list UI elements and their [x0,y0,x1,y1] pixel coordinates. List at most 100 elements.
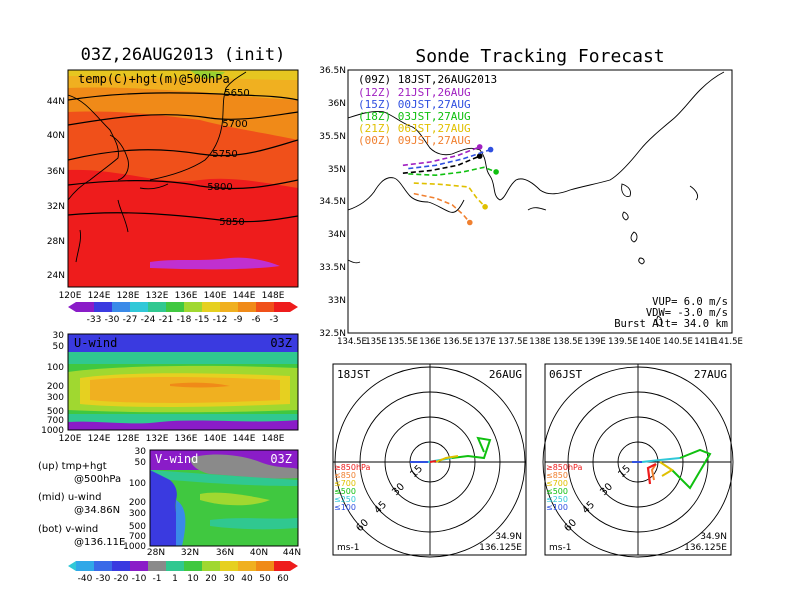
wind-colorbar-tick: 20 [205,574,217,584]
colorbar-tick: -33 [87,315,102,325]
legend-mid-2: @34.86N [74,505,120,516]
uwind-p-tick: 300 [47,393,64,403]
sonde-landing-point [476,144,483,150]
map-lon-tick: 128E [117,291,140,301]
tracking-lon-tick: 136.5E [443,337,473,347]
map-lon-tick: 148E [262,291,285,301]
legend-entry-21z: (21Z) 06JST,27AUG [358,122,471,135]
tracking-lon-tick: 137.5E [498,337,528,347]
temperature-map: 5650 5700 5750 5800 5850 [68,70,298,287]
tracking-lon-tick: 137E [474,337,496,347]
map-lon-tick: 120E [59,291,82,301]
legend-entry-18z: (18Z) 03JST,27AUG [358,110,471,123]
wind-colorbar-tick: -40 [78,574,93,584]
hodograph-1-lat: 34.9N [495,532,522,542]
burst-param: Burst Alt= 34.0 km [614,318,728,330]
hodograph-2-lat: 34.9N [700,532,727,542]
sonde-track-line [408,166,497,177]
map-frame [67,69,299,288]
level-label: ≤100 [546,503,568,512]
wind-colorbar-tick: -20 [114,574,129,584]
level-label: ≤850 [334,471,356,480]
uwind-lon-tick: 144E [233,434,256,444]
vwind-p-tick: 30 [135,447,147,457]
vwind-lat-tick: 28N [147,548,165,558]
flight-params: VUP= 6.0 m/s VDW= -3.0 m/s Burst Alt= 34… [614,296,728,330]
vwind-lat-ticks: 28N 32N 36N 40N 44N [147,548,301,558]
tracking-lat-tick: 34N [328,230,346,240]
wind-colorbar-tick: -30 [96,574,111,584]
uwind-lon-tick: 132E [146,434,169,444]
vwind-lat-tick: 36N [216,548,234,558]
vwind-lat-tick: 32N [181,548,199,558]
vup-param: VUP= 6.0 m/s [652,296,728,308]
hodograph-1-unit: ms-1 [337,543,359,553]
colorbar-tick: -30 [105,315,120,325]
uwind-panel [68,334,298,430]
level-label: ≥850hPa [334,463,371,472]
contour-label-5750: 5750 [212,149,237,160]
vwind-panel [150,450,298,546]
tracking-lon-ticks: 134.5E 135E 135.5E 136E 136.5E 137E 137.… [337,337,743,347]
level-label: ≥850hPa [546,463,583,472]
wind-colorbar-tick: -1 [153,574,162,584]
level-label: ≤850 [546,471,568,480]
wind-colorbar [68,561,298,571]
uwind-p-ticks: 30 50 100 200 300 500 700 1000 [41,331,64,436]
tracking-lon-tick: 141E [694,337,716,347]
map-lon-tick: 124E [88,291,111,301]
wind-colorbar-tick: -10 [132,574,147,584]
sonde-landing-point [476,153,483,159]
tracking-lat-tick: 32.5N [319,329,346,339]
map-lat-tick: 24N [47,271,65,281]
map-lat-tick: 36N [47,167,65,177]
uwind-lon-tick: 136E [175,434,198,444]
legend-up-1: (up) tmp+hgt [38,461,107,472]
legend-entry-12z: (12Z) 21JST,26AUG [358,86,471,99]
tracking-coastline [348,71,725,327]
sonde-tracks [402,144,499,226]
legend-entry-00z: (00Z) 09JST,27AUG [358,134,471,147]
sonde-track-line [408,148,491,170]
colorbar-tick: -27 [123,315,138,325]
legend-mid-1: (mid) u-wind [38,492,101,503]
temperature-colorbar-labels: -33 -30 -27 -24 -21 -18 -15 -12 -9 -6 -3 [87,315,279,325]
tracking-lat-ticks: 36.5N 36N 35.5N 35N 34.5N 34N 33.5N 33N … [319,66,346,339]
level-label: ≤500 [334,487,356,496]
wind-colorbar-tick: 50 [259,574,271,584]
vwind-frame [149,449,299,547]
vwind-p-tick: 700 [129,532,146,542]
colorbar-tick: -12 [213,315,228,325]
wind-colorbar-tick: 10 [187,574,199,584]
map-lat-tick: 32N [47,202,65,212]
vwind-lat-tick: 40N [250,548,268,558]
sonde-track-line [413,182,486,208]
wind-colorbar-tick: 60 [277,574,289,584]
hodograph-2-levels: ≥850hPa ≤850 ≤700 ≤500 ≤250 ≤100 [546,463,583,512]
uwind-p-tick: 1000 [41,426,64,436]
contour-label-5800: 5800 [207,182,232,193]
tracking-lon-tick: 140.5E [663,337,693,347]
uwind-p-tick: 200 [47,382,64,392]
level-label: ≤700 [334,479,356,488]
tracking-lon-tick: 141.5E [713,337,743,347]
colorbar-tick: -18 [177,315,192,325]
colorbar-tick: -9 [234,315,243,325]
level-label: ≤100 [334,503,356,512]
uwind-p-tick: 50 [53,342,65,352]
uwind-lon-tick: 120E [59,434,82,444]
map-lat-tick: 40N [47,131,65,141]
legend-up-2: @500hPa [74,474,121,485]
tracking-lon-tick: 136E [419,337,441,347]
hodograph-1-lon: 136.125E [479,543,522,553]
wind-colorbar-labels: -40 -30 -20 -10 -1 1 10 20 30 40 50 60 [78,574,289,584]
uwind-lon-tick: 128E [117,434,140,444]
level-label: ≤700 [546,479,568,488]
map-lon-tick: 136E [175,291,198,301]
map-lat-tick: 28N [47,237,65,247]
contour-label-5850: 5850 [219,217,244,228]
level-label: ≤500 [546,487,568,496]
uwind-p-tick: 100 [47,363,64,373]
hodograph-2-time: 06JST [549,368,582,381]
